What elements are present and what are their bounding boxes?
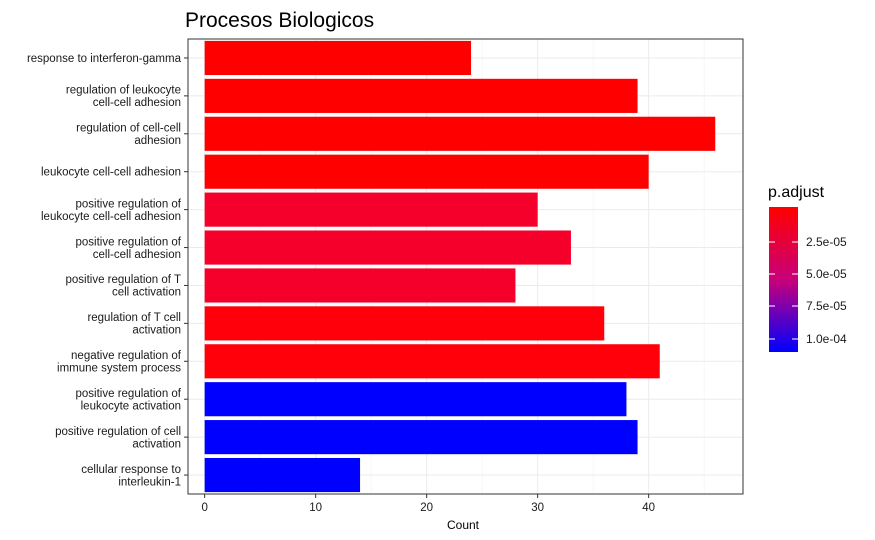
legend-colorbar — [769, 207, 798, 352]
legend-title: p.adjust — [768, 184, 825, 201]
x-tick-label: 0 — [201, 502, 207, 514]
y-tick-label: positive regulation of leukocyte activati… — [76, 388, 182, 413]
bar — [204, 306, 605, 341]
bar — [204, 192, 538, 227]
bar — [204, 457, 361, 493]
x-tick-label: 20 — [420, 502, 433, 514]
bar — [204, 78, 638, 113]
bar — [204, 382, 627, 417]
y-tick-label: cellular response to interleukin-1 — [81, 464, 181, 489]
y-tick-label: regulation of T cell activation — [87, 312, 181, 337]
bar — [204, 420, 638, 455]
y-tick-label: positive regulation of cell-cell adhesion — [76, 236, 182, 260]
y-tick-label: response to interferon-gamma — [27, 53, 182, 65]
plot-border — [187, 38, 744, 495]
bar — [204, 268, 516, 303]
chart-title: Procesos Biologicos — [185, 9, 374, 32]
legend-tick-label: 5.0e-05 — [806, 267, 847, 281]
bar — [204, 40, 472, 76]
legend: p.adjust 2.5e-05 5.0e-05 7.5e-05 1.0e-04 — [768, 184, 847, 352]
bar — [204, 154, 649, 189]
x-axis-label: Count — [447, 518, 480, 532]
y-tick-label: regulation of cell-cell adhesion — [76, 123, 181, 148]
bar — [204, 230, 571, 265]
legend-tick-label: 2.5e-05 — [806, 235, 847, 249]
y-tick-label: negative regulation of immune system proc… — [57, 350, 182, 375]
y-tick-label: positive regulation of leukocyte cell-cel… — [41, 198, 182, 223]
legend-ticks: 2.5e-05 5.0e-05 7.5e-05 1.0e-04 — [769, 235, 847, 346]
bars — [204, 40, 716, 493]
bar — [204, 116, 716, 151]
legend-tick-label: 7.5e-05 — [806, 299, 847, 313]
bar — [204, 344, 660, 379]
y-tick-label: positive regulation of cell activation — [55, 426, 181, 451]
x-tick-label: 30 — [531, 502, 544, 514]
x-axis: 0 10 20 30 40 — [201, 494, 655, 514]
y-axis: response to interferon-gamma regulation o… — [27, 53, 188, 488]
y-tick-label: regulation of leukocyte cell-cell adhesio… — [66, 85, 181, 110]
x-tick-label: 40 — [642, 502, 655, 514]
x-tick-label: 10 — [309, 502, 322, 514]
legend-tick-label: 1.0e-04 — [806, 332, 847, 346]
y-tick-label: leukocyte cell-cell adhesion — [41, 167, 181, 179]
